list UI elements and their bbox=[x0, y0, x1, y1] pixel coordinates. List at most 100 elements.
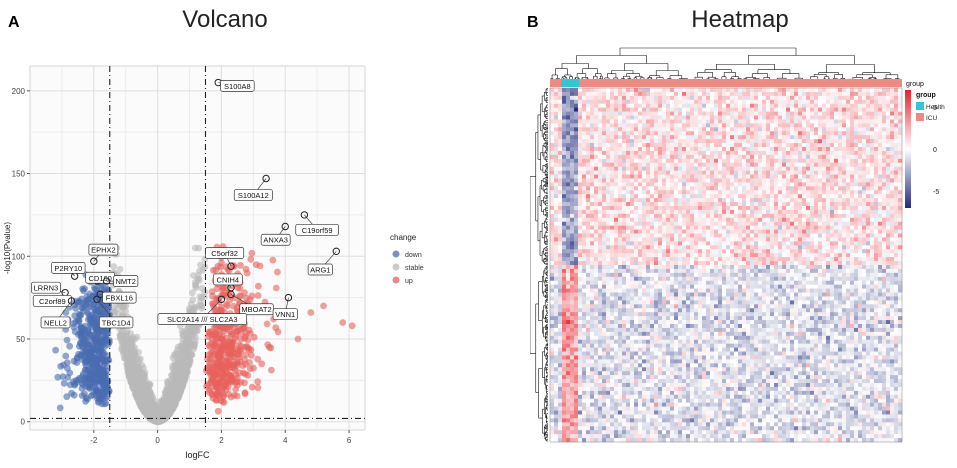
scatter-points bbox=[51, 243, 356, 426]
gene-label-box bbox=[307, 263, 333, 276]
up-point bbox=[223, 372, 231, 379]
up-point bbox=[218, 286, 226, 293]
up-point bbox=[248, 383, 256, 391]
stable-point bbox=[138, 374, 146, 382]
stable-point bbox=[138, 369, 146, 377]
stable-point bbox=[169, 404, 177, 412]
stable-point bbox=[128, 362, 136, 369]
gene-label: C5orf32 bbox=[211, 249, 238, 258]
stable-point bbox=[186, 307, 194, 315]
stable-point bbox=[191, 304, 199, 311]
gene-label-box bbox=[40, 316, 71, 329]
up-point bbox=[272, 324, 280, 332]
up-point bbox=[272, 284, 280, 292]
up-point bbox=[227, 331, 235, 339]
x-tick-label: 0 bbox=[155, 436, 160, 445]
up-point bbox=[339, 319, 347, 326]
stable-point bbox=[181, 349, 189, 356]
gene-highlight-ring bbox=[93, 295, 101, 303]
stable-point bbox=[194, 271, 202, 279]
gene-highlight-ring bbox=[227, 262, 235, 270]
down-point bbox=[99, 394, 107, 402]
stable-point bbox=[124, 347, 132, 354]
stable-point bbox=[162, 400, 170, 408]
up-point bbox=[248, 351, 255, 359]
gene-label: LRRN3 bbox=[34, 284, 59, 293]
down-point bbox=[62, 352, 70, 360]
gene-label: CD160 bbox=[89, 274, 112, 283]
legend-label-down: down bbox=[405, 252, 422, 259]
stable-point bbox=[110, 263, 118, 270]
up-point bbox=[241, 390, 249, 398]
down-point bbox=[88, 360, 96, 368]
up-point bbox=[209, 292, 217, 300]
up-point bbox=[237, 335, 245, 343]
up-point bbox=[247, 255, 255, 263]
up-point bbox=[254, 292, 262, 299]
up-point bbox=[254, 378, 262, 386]
stable-point bbox=[122, 333, 129, 341]
up-point bbox=[233, 374, 241, 382]
down-point bbox=[77, 324, 85, 332]
gene-label-box bbox=[205, 247, 245, 259]
gene-label: FBXL16 bbox=[106, 294, 133, 303]
gene-label: NMT2 bbox=[116, 277, 136, 286]
down-point bbox=[78, 342, 86, 350]
gene-highlight-ring bbox=[217, 295, 226, 303]
up-point bbox=[227, 293, 235, 300]
down-point bbox=[94, 303, 101, 311]
stable-point bbox=[184, 368, 191, 375]
down-point bbox=[63, 393, 71, 401]
stable-point bbox=[131, 344, 139, 352]
up-point bbox=[244, 372, 252, 379]
stable-point bbox=[143, 387, 151, 395]
gene-label-box bbox=[272, 308, 298, 321]
up-point bbox=[218, 332, 226, 340]
up-point bbox=[236, 353, 244, 361]
legend-label-up: up bbox=[405, 278, 413, 285]
up-point bbox=[220, 381, 228, 389]
up-point bbox=[205, 389, 213, 396]
stable-point bbox=[192, 325, 200, 333]
gene-label-box bbox=[113, 275, 139, 287]
stable-point bbox=[189, 289, 196, 297]
volcano-title: Volcano bbox=[182, 6, 268, 33]
up-point bbox=[254, 384, 262, 392]
legend-label-stable: stable bbox=[405, 265, 424, 272]
up-point bbox=[214, 371, 221, 378]
up-point bbox=[213, 337, 220, 344]
up-point bbox=[268, 366, 275, 374]
down-point bbox=[63, 336, 71, 344]
gene-label: P2RY10 bbox=[54, 264, 82, 273]
up-point bbox=[223, 354, 230, 361]
down-point bbox=[52, 346, 59, 354]
gene-highlight-ring bbox=[281, 222, 289, 231]
down-point bbox=[105, 387, 113, 395]
down-point bbox=[91, 285, 99, 293]
up-point bbox=[205, 328, 213, 336]
down-point bbox=[83, 298, 90, 305]
up-point bbox=[241, 379, 248, 387]
volcano-plot: S100A8 S100A12 C19orf59 ANXA3 ARG1 C5orf32 CNI… bbox=[3, 65, 424, 460]
down-point bbox=[91, 379, 99, 387]
stable-point bbox=[137, 355, 144, 363]
up-point bbox=[214, 349, 222, 357]
up-point bbox=[256, 262, 264, 270]
stable-point bbox=[196, 293, 204, 301]
down-point bbox=[81, 390, 88, 397]
down-point bbox=[80, 336, 88, 343]
stable-point bbox=[183, 331, 191, 338]
up-point bbox=[227, 393, 235, 401]
down-point bbox=[90, 314, 98, 322]
up-point bbox=[217, 363, 225, 370]
stable-point bbox=[192, 282, 200, 289]
y-axis-label: -log10(Pvalue) bbox=[3, 222, 12, 274]
up-point bbox=[231, 364, 238, 372]
gene-highlight-ring bbox=[90, 257, 98, 265]
down-point bbox=[56, 404, 64, 412]
stable-point bbox=[128, 356, 136, 364]
up-point bbox=[203, 382, 211, 390]
stable-point bbox=[131, 370, 139, 377]
up-point bbox=[233, 392, 241, 400]
